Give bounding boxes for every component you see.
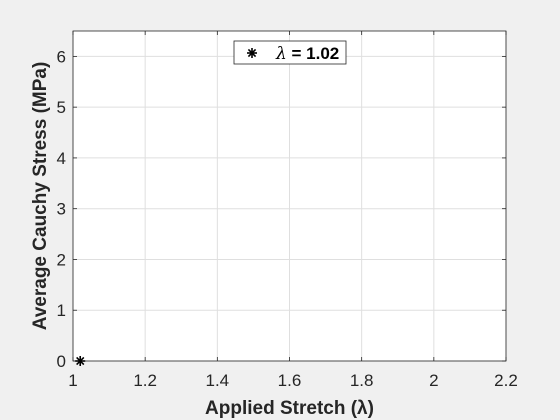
y-tick-labels: 0 1 2 3 4 5 6 bbox=[57, 47, 66, 371]
x-tick-label: 2.2 bbox=[494, 371, 518, 390]
y-tick-label: 0 bbox=[57, 352, 66, 371]
y-tick-label: 3 bbox=[57, 200, 66, 219]
y-axis-label: Average Cauchy Stress (MPa) bbox=[30, 62, 51, 331]
legend-box bbox=[233, 40, 347, 65]
legend-label: λ = 1.02 bbox=[275, 44, 339, 64]
x-tick-label: 1 bbox=[68, 371, 77, 390]
x-tick-label: 1.2 bbox=[133, 371, 157, 390]
x-tick-label: 1.4 bbox=[206, 371, 230, 390]
y-tick-label: 1 bbox=[57, 301, 66, 320]
x-tick-labels: 1 1.2 1.4 1.6 1.8 2 2.2 bbox=[68, 371, 518, 390]
legend-asterisk-marker bbox=[247, 48, 257, 58]
legend-asterisk bbox=[247, 48, 257, 58]
legend: λ = 1.02 bbox=[233, 40, 347, 65]
x-tick-label: 2 bbox=[429, 371, 438, 390]
x-axis-label: Applied Stretch (λ) bbox=[205, 398, 374, 419]
x-tick-label: 1.8 bbox=[350, 371, 374, 390]
y-tick-label: 5 bbox=[57, 98, 66, 117]
x-tick-label: 1.6 bbox=[278, 371, 302, 390]
y-tick-label: 4 bbox=[57, 149, 66, 168]
data-points bbox=[75, 356, 86, 366]
y-tick-label: 2 bbox=[57, 250, 66, 269]
y-tick-label: 6 bbox=[57, 47, 66, 66]
axis-ticks bbox=[72, 31, 507, 362]
data-point bbox=[75, 356, 86, 366]
